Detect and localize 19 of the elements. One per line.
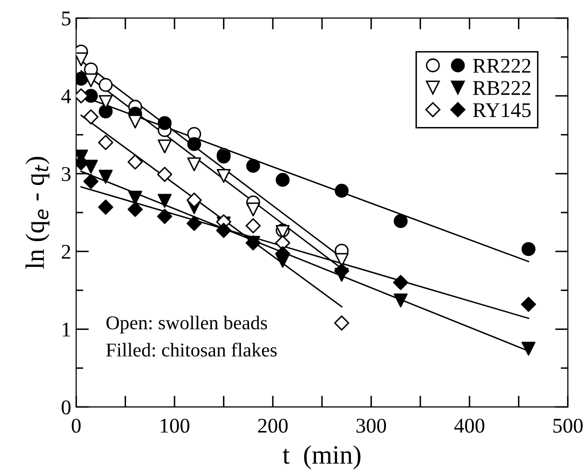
x-tick-label: 100 [160,418,190,433]
x-tick-label: 200 [258,418,288,433]
annotation: Open: swollen beads [106,316,267,334]
x-tick-label: 400 [454,418,484,433]
annotation: Filled: chitosan flakes [106,342,277,357]
y-tick-label: 2 [62,244,70,259]
y-tick-label: 1 [62,322,70,336]
legend-label: RB222 [473,81,530,95]
x-axis-title: t (min) [282,445,360,470]
legend-label: RY145 [473,103,531,118]
x-tick-label: 300 [356,418,386,433]
y-tick-label: 5 [62,12,71,26]
legend-label: RR222 [473,58,530,73]
x-tick-label: 500 [553,418,583,433]
y-tick-label: 3 [62,167,71,182]
y-tick-label: 0 [62,400,71,414]
y-axis-title: ln (q$_{e}$ - q$_{t}$) [26,156,50,269]
x-tick-label: 0 [72,418,81,433]
y-tick-label: 4 [61,89,71,104]
